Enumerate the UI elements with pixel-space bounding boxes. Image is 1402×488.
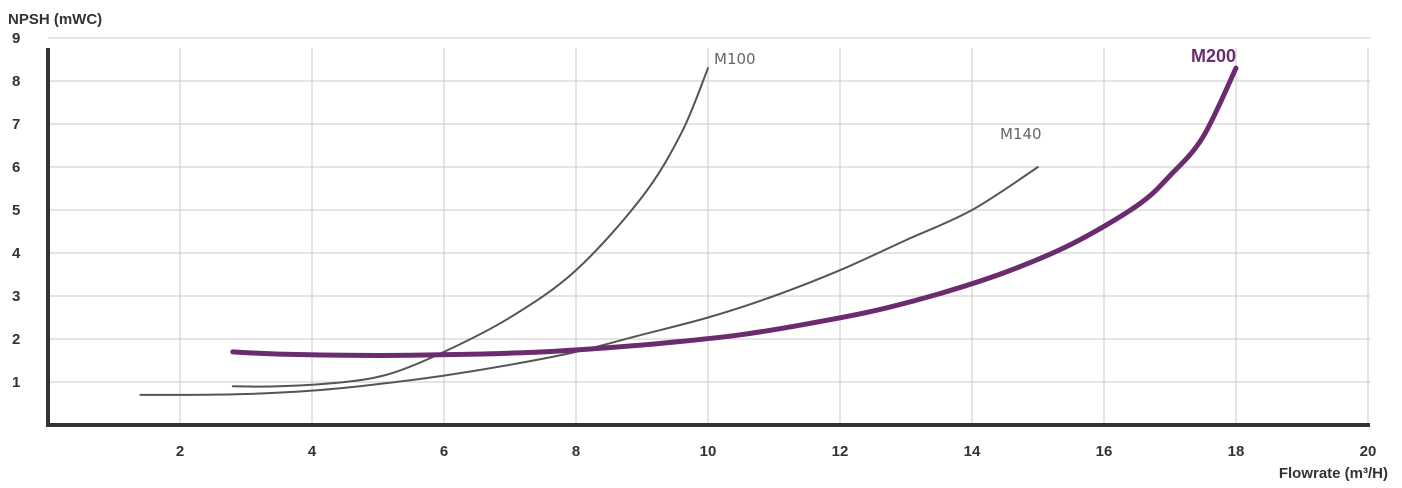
y-tick-label: 1 xyxy=(12,374,20,391)
x-tick-label: 16 xyxy=(1096,443,1113,460)
x-tick-label: 12 xyxy=(832,443,849,460)
series-label-m140: M140 xyxy=(1000,125,1042,143)
y-tick-labels: 1 2 3 4 5 6 7 8 9 xyxy=(12,30,21,391)
series-labels: M100 M140 M200 xyxy=(714,46,1236,143)
axes xyxy=(46,48,1370,427)
series-label-m200: M200 xyxy=(1191,46,1236,66)
y-tick-label: 7 xyxy=(12,116,20,133)
x-tick-label: 10 xyxy=(700,443,717,460)
series-label-m100: M100 xyxy=(714,50,756,68)
series-line-m100 xyxy=(231,67,709,388)
x-tick-label: 14 xyxy=(964,443,981,460)
series-lines xyxy=(139,65,1239,396)
x-tick-label: 18 xyxy=(1228,443,1245,460)
y-axis-title: NPSH (mWC) xyxy=(8,11,102,28)
series-line-m140 xyxy=(139,166,1039,396)
x-tick-label: 6 xyxy=(440,443,448,460)
y-tick-label: 5 xyxy=(12,202,20,219)
y-tick-label: 4 xyxy=(12,245,21,262)
x-tick-label: 8 xyxy=(572,443,580,460)
x-tick-label: 4 xyxy=(308,443,317,460)
series-line-m200 xyxy=(230,65,1239,359)
y-tick-label: 3 xyxy=(12,288,20,305)
x-axis-title: Flowrate (m³/H) xyxy=(1279,465,1388,482)
y-tick-label: 2 xyxy=(12,331,20,348)
y-tick-label: 6 xyxy=(12,159,20,176)
y-tick-label: 8 xyxy=(12,73,20,90)
x-tick-label: 20 xyxy=(1360,443,1377,460)
x-tick-labels: 2 4 6 8 10 12 14 16 18 20 xyxy=(176,443,1377,460)
y-tick-label: 9 xyxy=(12,30,20,47)
grid xyxy=(48,37,1370,425)
x-tick-label: 2 xyxy=(176,443,184,460)
